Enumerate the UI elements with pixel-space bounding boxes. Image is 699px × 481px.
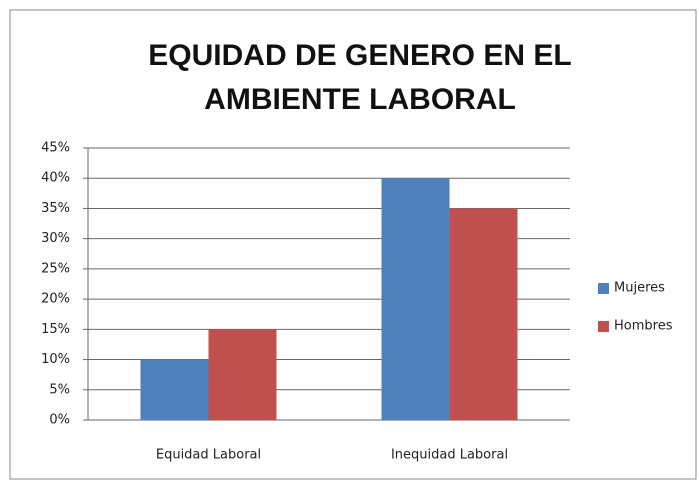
y-tick-label: 25% bbox=[41, 261, 70, 276]
y-tick-label: 10% bbox=[41, 352, 70, 367]
chart-title: EQUIDAD DE GENERO EN EL bbox=[148, 39, 571, 72]
x-tick-label: Equidad Laboral bbox=[156, 448, 261, 463]
legend-label: Hombres bbox=[614, 319, 673, 334]
bar bbox=[381, 178, 450, 420]
y-tick-label: 30% bbox=[41, 231, 70, 246]
chart-title: AMBIENTE LABORAL bbox=[204, 83, 516, 116]
y-tick-label: 20% bbox=[41, 292, 70, 307]
y-tick-label: 40% bbox=[41, 171, 70, 186]
legend-swatch bbox=[598, 321, 609, 332]
y-tick-label: 0% bbox=[49, 413, 70, 428]
bar bbox=[208, 329, 277, 420]
bar bbox=[140, 359, 209, 420]
y-tick-label: 45% bbox=[41, 141, 70, 156]
legend-label: Mujeres bbox=[614, 281, 665, 296]
bar bbox=[449, 208, 518, 420]
chart-border bbox=[9, 9, 697, 480]
x-tick-label: Inequidad Laboral bbox=[391, 448, 508, 463]
legend-swatch bbox=[598, 283, 609, 294]
y-tick-label: 15% bbox=[41, 322, 70, 337]
y-tick-label: 5% bbox=[49, 382, 70, 397]
y-tick-label: 35% bbox=[41, 201, 70, 216]
